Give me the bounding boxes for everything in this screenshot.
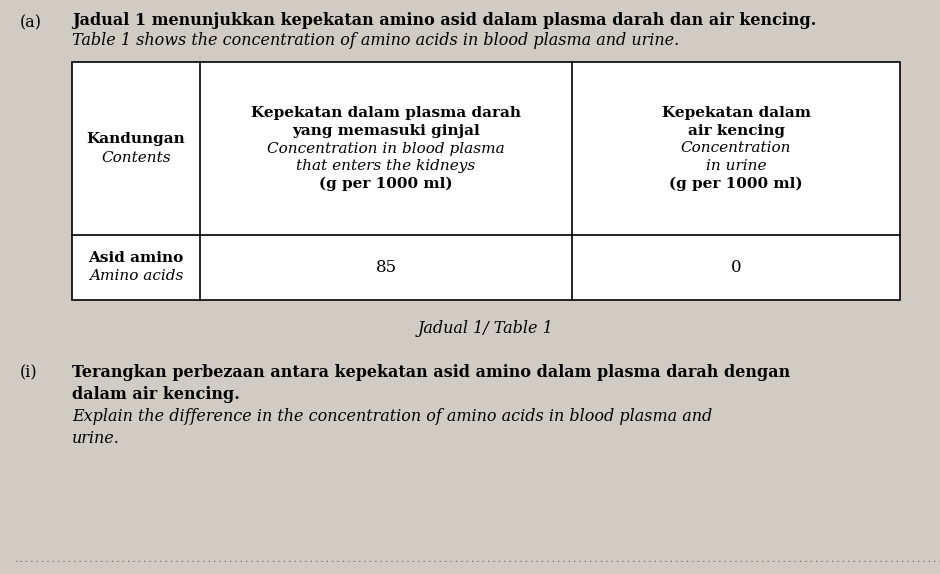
Text: (a): (a) [20, 14, 42, 31]
Text: Contents: Contents [102, 152, 171, 165]
Text: 85: 85 [375, 259, 397, 276]
Text: Concentration: Concentration [681, 142, 791, 156]
Text: Kepekatan dalam plasma darah: Kepekatan dalam plasma darah [251, 107, 521, 121]
Text: Table 1 shows the concentration of amino acids in blood plasma and urine.: Table 1 shows the concentration of amino… [72, 32, 680, 49]
Text: yang memasuki ginjal: yang memasuki ginjal [292, 124, 480, 138]
Text: dalam air kencing.: dalam air kencing. [72, 386, 240, 403]
Text: Asid amino: Asid amino [88, 251, 183, 266]
Text: urine.: urine. [72, 430, 120, 447]
Text: Concentration in blood plasma: Concentration in blood plasma [267, 142, 505, 156]
Text: Jadual 1/ Table 1: Jadual 1/ Table 1 [418, 320, 554, 337]
Text: in urine: in urine [706, 159, 766, 173]
Text: 0: 0 [730, 259, 742, 276]
Text: Jadual 1 menunjukkan kepekatan amino asid dalam plasma darah dan air kencing.: Jadual 1 menunjukkan kepekatan amino asi… [72, 12, 816, 29]
Text: (g per 1000 ml): (g per 1000 ml) [669, 176, 803, 191]
Text: Explain the difference in the concentration of amino acids in blood plasma and: Explain the difference in the concentrat… [72, 408, 713, 425]
Text: (g per 1000 ml): (g per 1000 ml) [320, 176, 453, 191]
Text: that enters the kidneys: that enters the kidneys [296, 159, 476, 173]
Text: air kencing: air kencing [687, 124, 785, 138]
Text: Kandungan: Kandungan [86, 131, 185, 145]
Text: Amino acids: Amino acids [88, 270, 183, 284]
Text: Terangkan perbezaan antara kepekatan asid amino dalam plasma darah dengan: Terangkan perbezaan antara kepekatan asi… [72, 364, 791, 381]
Bar [72, 62, 900, 300]
Text: ................................................................................: ........................................… [14, 556, 940, 564]
Text: (i): (i) [20, 364, 38, 381]
Text: Kepekatan dalam: Kepekatan dalam [662, 107, 810, 121]
